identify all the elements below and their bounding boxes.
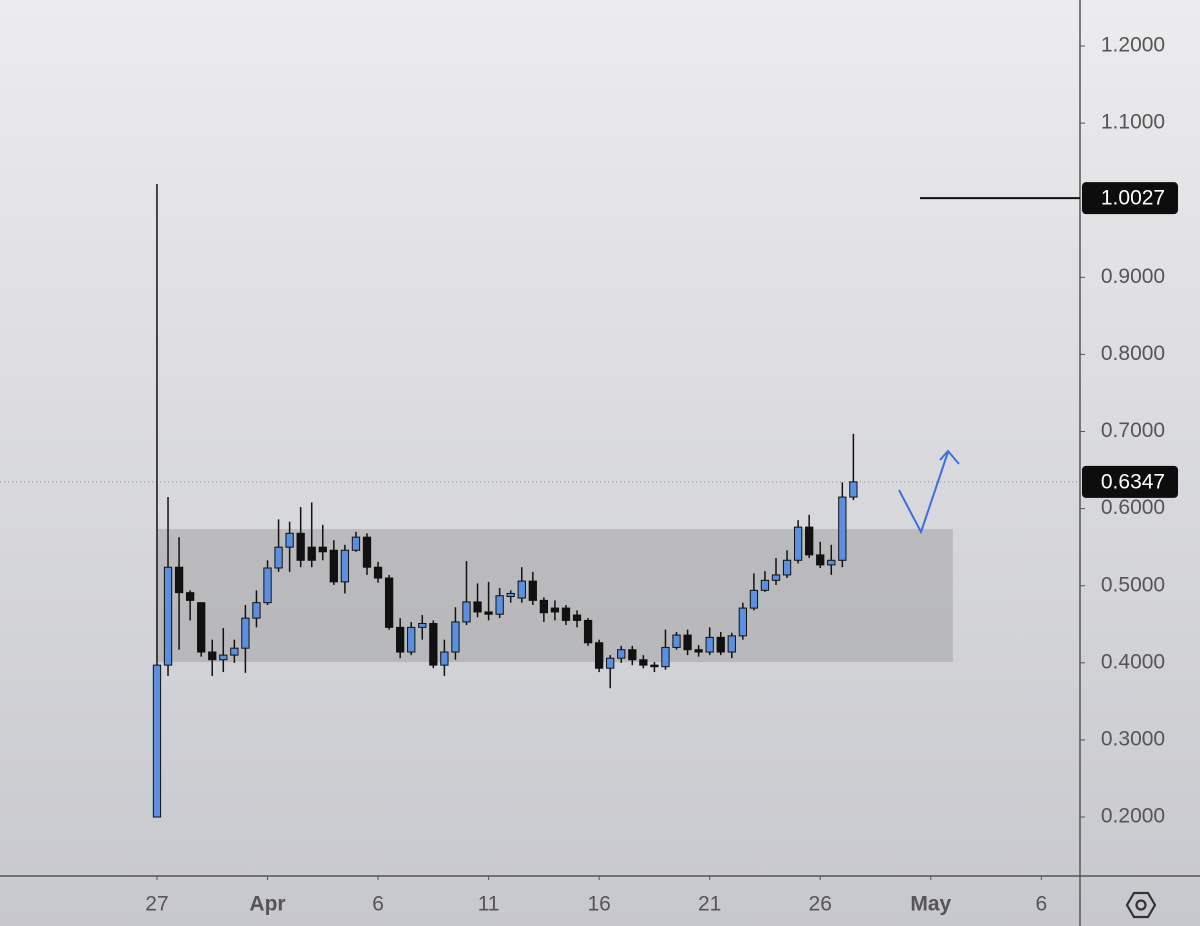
candle-body: [362, 536, 372, 568]
candle-body: [429, 623, 438, 666]
last-price-label: 0.6347: [1101, 470, 1165, 493]
candle-body: [230, 647, 239, 656]
candle-body: [827, 559, 836, 566]
candle-body: [528, 580, 537, 601]
candle-body: [274, 546, 283, 569]
candle-body: [550, 607, 560, 613]
line-price-label: 1.0027: [1101, 187, 1165, 210]
x-tick-label: 27: [145, 893, 168, 916]
x-tick-label: 6: [372, 893, 384, 916]
candle-body: [849, 481, 858, 498]
x-tick-label: 16: [587, 893, 610, 916]
arrow-drawing: [898, 451, 949, 535]
candle-body: [451, 621, 460, 653]
candle-body: [252, 602, 261, 619]
candle-body: [185, 592, 195, 601]
candle-body: [771, 574, 781, 581]
candle-body: [396, 626, 405, 653]
x-tick-label: 6: [1035, 893, 1047, 916]
candle-body: [440, 651, 449, 666]
candle-body: [285, 532, 294, 548]
x-tick-label: May: [910, 893, 951, 916]
candle-body: [495, 595, 504, 615]
candle-body: [782, 559, 792, 576]
candle-body: [241, 617, 250, 649]
y-tick-label: 1.1000: [1101, 111, 1165, 134]
y-tick-label: 0.8000: [1101, 342, 1165, 365]
candle-body: [805, 526, 814, 556]
candle-body: [473, 601, 482, 613]
candle-body: [716, 636, 725, 653]
y-tick-label: 0.4000: [1101, 650, 1165, 673]
y-tick-label: 0.5000: [1101, 573, 1165, 596]
candle-body: [517, 580, 526, 599]
candle-body: [561, 607, 571, 621]
candle-body: [373, 566, 383, 579]
candle-body: [197, 602, 206, 653]
last-price-label-box: [1082, 465, 1178, 498]
candle-body: [418, 623, 427, 628]
candle-body: [340, 549, 350, 583]
candle-body: [539, 599, 549, 614]
settings-dot: [1135, 899, 1147, 911]
y-tick-label: 1.2000: [1101, 34, 1165, 57]
candle-body: [727, 635, 736, 653]
candle-body: [617, 649, 626, 659]
y-tick-label: 0.9000: [1101, 265, 1165, 288]
x-tick-label: Apr: [249, 893, 285, 916]
candle-body: [263, 567, 272, 604]
candle-body: [208, 651, 217, 661]
candle-body: [219, 654, 228, 661]
y-tick-label: 0.3000: [1101, 727, 1165, 750]
candle-body: [462, 601, 471, 623]
candle-body: [661, 646, 670, 668]
candle-body: [760, 579, 770, 591]
candle-body: [506, 592, 515, 598]
candle-body: [384, 577, 394, 628]
candle-body: [594, 642, 604, 669]
candle-body: [628, 649, 637, 661]
line-price-label-box: [1082, 182, 1178, 215]
candle-body: [318, 546, 327, 553]
candle-body: [694, 649, 703, 653]
candle-body: [484, 611, 493, 615]
candle-body: [407, 626, 416, 653]
candle-body: [152, 664, 162, 818]
candle-body: [583, 619, 593, 644]
arrow-head: [939, 449, 960, 465]
candle-body: [572, 614, 582, 621]
candle-body: [163, 566, 173, 666]
y-tick-label: 0.6000: [1101, 496, 1165, 519]
candle-body: [683, 634, 692, 651]
candle-body: [296, 532, 305, 561]
y-tick-label: 0.2000: [1101, 805, 1165, 828]
candle-body: [307, 546, 316, 561]
candle-body: [793, 526, 803, 561]
x-tick-label: 11: [478, 893, 500, 916]
candle-body: [639, 659, 648, 666]
candle-body: [672, 634, 681, 648]
candle-body: [174, 566, 184, 594]
candle-body: [606, 657, 615, 669]
x-tick-label: 26: [809, 893, 832, 916]
settings-icon[interactable]: [1125, 891, 1157, 919]
candle-body: [749, 589, 759, 609]
candle-body: [329, 549, 338, 583]
candle-body: [351, 536, 361, 551]
candle-body: [705, 636, 714, 653]
candle-body: [738, 607, 747, 637]
x-tick-label: 21: [698, 893, 721, 916]
candle-body: [816, 554, 825, 566]
candle-body: [838, 496, 847, 561]
y-tick-label: 0.7000: [1101, 419, 1165, 442]
settings-hexagon: [1125, 891, 1157, 919]
candle-body: [650, 664, 659, 668]
